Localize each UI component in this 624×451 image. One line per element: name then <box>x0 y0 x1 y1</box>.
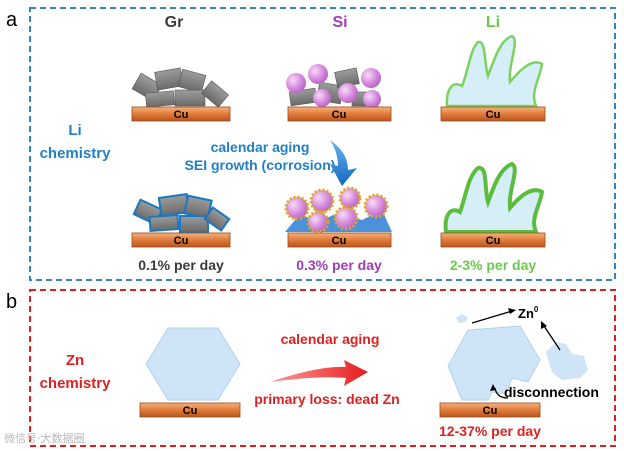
calendar-aging-label-a: calendar aging <box>211 139 310 155</box>
li-chemistry-label-line1: Li <box>68 122 81 139</box>
watermark: 微信号·大数据圈 <box>4 432 85 445</box>
panel-b-frame <box>29 289 616 447</box>
cu-label-zn-left: Cu <box>183 405 198 417</box>
zn0-label: Zn0 <box>518 305 539 321</box>
zn0-arrowhead-right-icon <box>541 321 547 329</box>
silicon-pristine <box>286 64 381 108</box>
rate-si: 0.3% per day <box>296 257 382 273</box>
zn-chemistry-label-line1: Zn <box>66 352 84 369</box>
zn0-base: Zn <box>518 306 534 321</box>
cu-label-gr-bottom: Cu <box>174 235 189 247</box>
silicon-aged <box>284 186 392 234</box>
cu-substrate-gr-top <box>131 106 231 122</box>
cu-label-li-bottom: Cu <box>486 235 501 247</box>
cu-substrate-li-top <box>440 106 546 122</box>
cu-label-li-top: Cu <box>486 109 501 121</box>
zn-chemistry-label-line2: chemistry <box>40 375 112 392</box>
graphite-aged <box>132 193 231 233</box>
panel-b-letter: b <box>6 291 17 313</box>
cu-label-si-top: Cu <box>332 109 347 121</box>
column-header-si: Si <box>332 14 347 31</box>
graphite-pristine <box>131 67 229 108</box>
zn0-arrowhead-left-icon <box>508 308 516 314</box>
disconnection-arrowhead-icon <box>490 384 496 391</box>
rate-zn: 12-37% per day <box>439 423 541 439</box>
aging-arrow-right-icon <box>270 360 368 386</box>
zn0-superscript: 0 <box>534 305 539 314</box>
cu-substrate-li-bottom <box>440 232 546 248</box>
cu-substrate-si-top <box>287 106 392 122</box>
li-chemistry-label-line2: chemistry <box>40 145 112 162</box>
lithium-deposit-pristine <box>445 34 544 108</box>
primary-loss-label: primary loss: dead Zn <box>254 391 399 407</box>
disconnection-label: disconnection <box>504 384 599 400</box>
cu-substrate-gr-bottom <box>131 232 231 248</box>
zn-aged <box>447 314 588 401</box>
zn-hexagon-pristine <box>145 327 241 401</box>
cu-substrate-zn-right <box>439 402 541 418</box>
sei-growth-label: SEI growth (corrosion) <box>185 157 336 173</box>
cu-label-si-bottom: Cu <box>332 235 347 247</box>
zn0-arrow-left <box>471 310 513 324</box>
aging-arrow-down-icon <box>330 140 357 186</box>
zn0-arrow-right <box>543 325 561 351</box>
rate-gr: 0.1% per day <box>138 257 224 273</box>
cu-label-zn-right: Cu <box>483 405 498 417</box>
cu-substrate-zn-left <box>139 402 241 418</box>
column-header-gr: Gr <box>165 14 184 31</box>
lithium-deposit-aged <box>443 161 545 234</box>
cu-substrate-si-bottom <box>287 232 392 248</box>
panel-a-letter: a <box>6 9 18 31</box>
calendar-aging-label-b: calendar aging <box>281 331 380 347</box>
panel-a-frame <box>29 7 616 281</box>
column-header-li: Li <box>486 14 500 31</box>
rate-li: 2-3% per day <box>450 257 537 273</box>
cu-label-gr-top: Cu <box>174 109 189 121</box>
